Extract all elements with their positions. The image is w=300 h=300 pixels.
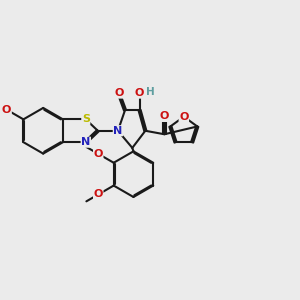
Text: H: H [146,87,154,97]
Text: O: O [2,105,11,115]
Text: O: O [94,190,103,200]
Text: O: O [94,149,103,159]
Text: O: O [179,112,188,122]
Text: S: S [82,114,90,124]
Text: O: O [160,111,169,122]
Text: O: O [135,88,144,98]
Text: N: N [113,126,122,136]
Text: N: N [81,137,90,147]
Text: O: O [114,88,123,98]
